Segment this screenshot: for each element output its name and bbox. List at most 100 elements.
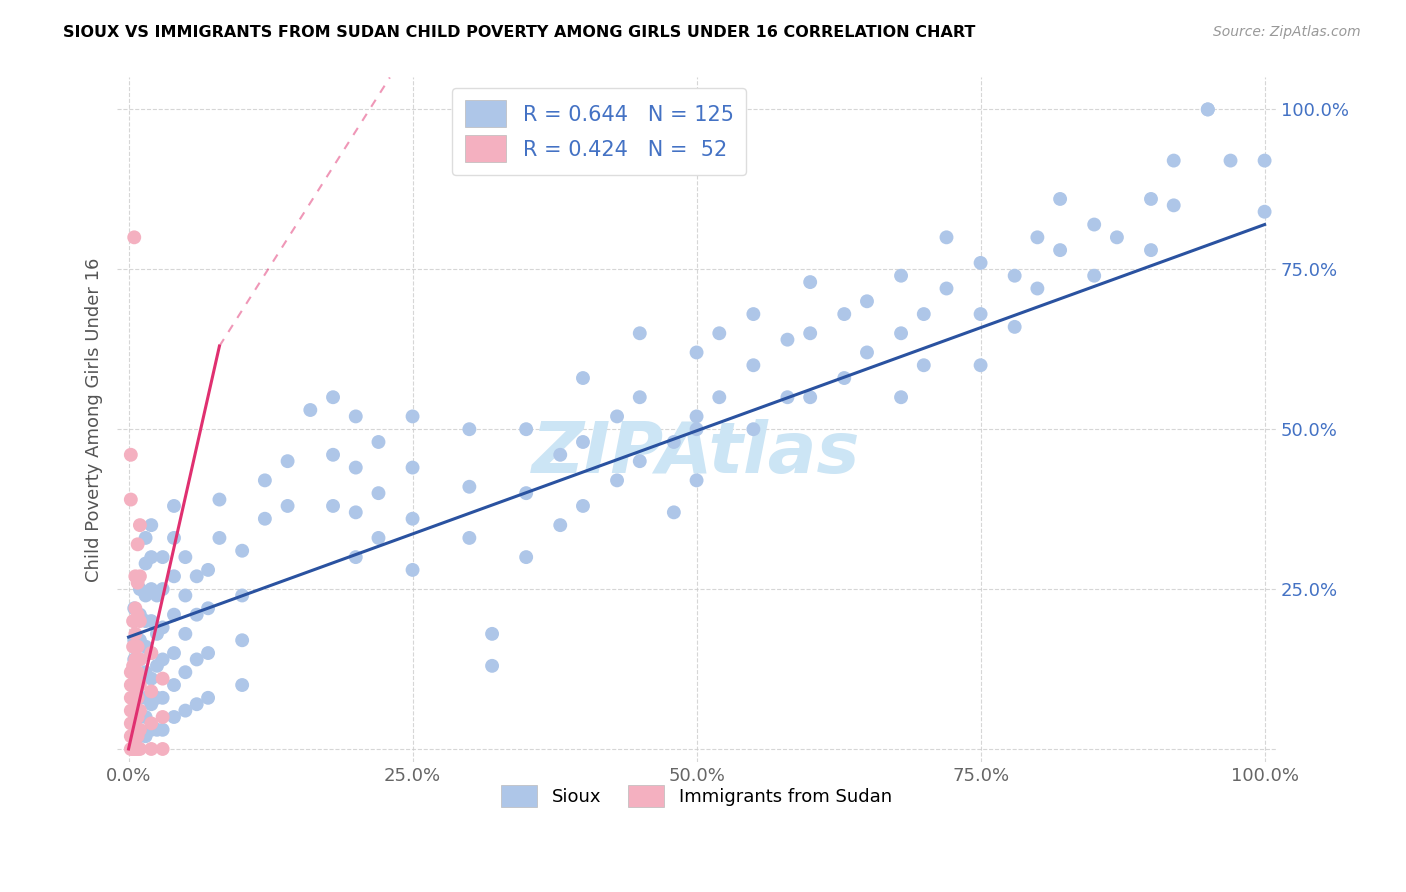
Point	[1140, 192, 1163, 206]
Point	[135, 710, 157, 724]
Point	[969, 307, 991, 321]
Point	[163, 646, 186, 660]
Point	[208, 492, 231, 507]
Text: ZIPAtlas: ZIPAtlas	[533, 419, 860, 488]
Point	[628, 390, 651, 404]
Point	[122, 704, 145, 718]
Point	[120, 448, 142, 462]
Point	[120, 690, 142, 705]
Point	[124, 729, 146, 743]
Point	[548, 448, 571, 462]
Point	[120, 742, 142, 756]
Point	[120, 665, 142, 680]
Point	[124, 710, 146, 724]
Point	[742, 422, 765, 436]
Point	[124, 569, 146, 583]
Point	[122, 716, 145, 731]
Point	[122, 665, 145, 680]
Point	[124, 601, 146, 615]
Point	[890, 326, 912, 341]
Point	[548, 518, 571, 533]
Point	[135, 589, 157, 603]
Point	[776, 390, 799, 404]
Point	[572, 499, 595, 513]
Point	[1083, 218, 1105, 232]
Point	[174, 704, 197, 718]
Point	[685, 409, 707, 424]
Point	[122, 614, 145, 628]
Point	[1253, 204, 1275, 219]
Point	[231, 589, 253, 603]
Point	[742, 307, 765, 321]
Point	[628, 326, 651, 341]
Point	[122, 704, 145, 718]
Point	[458, 531, 481, 545]
Point	[129, 672, 152, 686]
Point	[141, 672, 163, 686]
Point	[122, 658, 145, 673]
Point	[163, 499, 186, 513]
Text: SIOUX VS IMMIGRANTS FROM SUDAN CHILD POVERTY AMONG GIRLS UNDER 16 CORRELATION CH: SIOUX VS IMMIGRANTS FROM SUDAN CHILD POV…	[63, 25, 976, 40]
Point	[122, 652, 145, 666]
Point	[124, 690, 146, 705]
Point	[186, 569, 208, 583]
Point	[322, 390, 344, 404]
Point	[628, 454, 651, 468]
Point	[515, 486, 537, 500]
Point	[253, 474, 276, 488]
Point	[322, 499, 344, 513]
Point	[129, 652, 152, 666]
Point	[935, 230, 957, 244]
Point	[344, 550, 367, 565]
Point	[344, 409, 367, 424]
Point	[174, 665, 197, 680]
Point	[122, 640, 145, 654]
Point	[1163, 153, 1185, 168]
Point	[122, 678, 145, 692]
Point	[401, 563, 423, 577]
Point	[890, 390, 912, 404]
Point	[685, 474, 707, 488]
Point	[124, 627, 146, 641]
Point	[124, 672, 146, 686]
Point	[141, 518, 163, 533]
Point	[458, 422, 481, 436]
Point	[912, 307, 935, 321]
Point	[197, 646, 219, 660]
Point	[799, 275, 821, 289]
Point	[969, 256, 991, 270]
Point	[127, 665, 149, 680]
Point	[1219, 153, 1241, 168]
Point	[401, 460, 423, 475]
Point	[367, 531, 389, 545]
Point	[606, 409, 628, 424]
Point	[120, 729, 142, 743]
Point	[120, 716, 142, 731]
Point	[163, 607, 186, 622]
Point	[1105, 230, 1128, 244]
Point	[322, 448, 344, 462]
Point	[129, 729, 152, 743]
Point	[799, 390, 821, 404]
Point	[152, 690, 174, 705]
Text: Source: ZipAtlas.com: Source: ZipAtlas.com	[1213, 25, 1361, 39]
Point	[174, 589, 197, 603]
Point	[1197, 103, 1219, 117]
Point	[146, 627, 169, 641]
Point	[1253, 153, 1275, 168]
Point	[662, 505, 685, 519]
Point	[685, 422, 707, 436]
Point	[856, 345, 879, 359]
Point	[135, 640, 157, 654]
Point	[120, 678, 142, 692]
Point	[969, 358, 991, 372]
Point	[127, 710, 149, 724]
Point	[152, 742, 174, 756]
Point	[152, 582, 174, 596]
Y-axis label: Child Poverty Among Girls Under 16: Child Poverty Among Girls Under 16	[86, 258, 103, 582]
Point	[127, 575, 149, 590]
Point	[122, 690, 145, 705]
Point	[1026, 281, 1049, 295]
Point	[776, 333, 799, 347]
Point	[890, 268, 912, 283]
